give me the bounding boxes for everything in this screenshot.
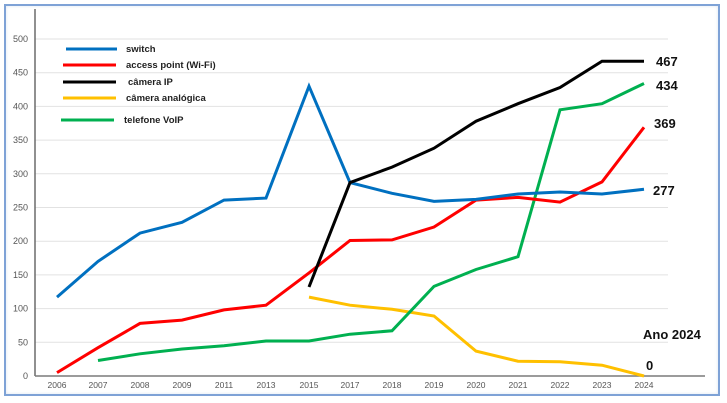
annotation-label: 277 [653, 183, 675, 198]
x-tick-label: 2022 [551, 380, 570, 390]
x-tick-label: 2013 [257, 380, 276, 390]
y-tick-label: 250 [13, 203, 28, 213]
annotation-label: 0 [646, 358, 653, 373]
y-tick-label: 200 [13, 236, 28, 246]
x-tick-label: 2019 [425, 380, 444, 390]
y-tick-label: 150 [13, 270, 28, 280]
y-tick-label: 450 [13, 68, 28, 78]
legend-label: telefone VoIP [124, 115, 184, 126]
x-tick-label: 2024 [635, 380, 654, 390]
end-labels: 467 434 369 277 Ano 2024 0 [643, 54, 702, 373]
legend-item: access point (Wi-Fi) [63, 60, 216, 71]
legend-item: switch [66, 44, 156, 55]
gridlines [35, 38, 668, 343]
legend-item: câmera analógica [63, 93, 206, 104]
y-tick-label: 300 [13, 169, 28, 179]
legend-label: câmera analógica [126, 93, 206, 104]
legend-label: switch [126, 44, 156, 55]
annotation-label: 369 [654, 116, 676, 131]
x-tick-label: 2006 [48, 380, 67, 390]
caption-cut-off [30, 399, 710, 403]
chart-frame [4, 4, 720, 396]
x-tick-label: 2017 [341, 380, 360, 390]
x-axis: 2006 2007 2008 2009 2011 2013 2015 2017 2018 2019… [35, 375, 705, 390]
x-tick-label: 2023 [593, 380, 612, 390]
x-tick-label: 2015 [300, 380, 319, 390]
legend-label: access point (Wi-Fi) [126, 60, 216, 71]
x-tick-label: 2018 [383, 380, 402, 390]
legend-label: câmera IP [128, 77, 174, 88]
y-tick-label: 50 [18, 337, 28, 347]
y-tick-label: 100 [13, 304, 28, 314]
series-line-access-point-wi-fi- [56, 126, 646, 374]
x-tick-label: 2020 [467, 380, 486, 390]
series-line-telefone-voip [97, 82, 645, 362]
y-tick-label: 400 [13, 101, 28, 111]
legend: switch access point (Wi-Fi) câmera IP câmer… [61, 44, 216, 126]
annotation-label: 434 [656, 78, 678, 93]
x-tick-label: 2011 [215, 380, 234, 390]
x-tick-label: 2007 [89, 380, 108, 390]
series-line-c-mera-ip [307, 59, 644, 288]
series-line-c-mera-anal-gica [308, 295, 645, 378]
x-tick-label: 2021 [509, 380, 528, 390]
y-axis: 0 50 100 150 200 250 300 350 400 450 500 [13, 9, 36, 381]
legend-item: câmera IP [63, 77, 174, 88]
y-tick-label: 500 [13, 34, 28, 44]
y-tick-label: 0 [23, 371, 28, 381]
x-tick-label: 2009 [173, 380, 192, 390]
x-tick-label: 2008 [131, 380, 150, 390]
y-tick-label: 350 [13, 135, 28, 145]
legend-item: telefone VoIP [61, 115, 184, 126]
annotation-label: 467 [656, 54, 678, 69]
series-lines [56, 59, 646, 378]
annotation-label: Ano 2024 [643, 327, 702, 342]
